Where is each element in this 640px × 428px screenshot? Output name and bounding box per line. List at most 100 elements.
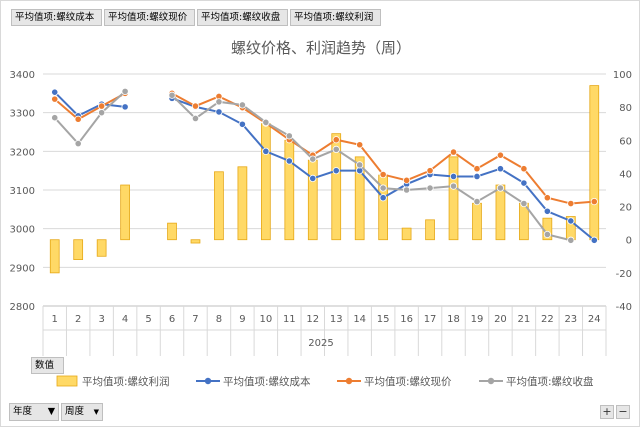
profit-bar <box>167 222 177 241</box>
y-left-tick-label: 3300 <box>10 109 35 120</box>
profit-bar <box>354 156 365 241</box>
close-line <box>53 90 126 146</box>
profit-bar <box>73 239 84 260</box>
close-point <box>496 184 505 192</box>
year-field-button[interactable]: 年度 ▼ <box>9 403 59 421</box>
y-left-tick-label: 2900 <box>10 263 35 274</box>
y-right-tick-label: -20 <box>616 269 632 280</box>
close-line <box>171 94 572 242</box>
close-point <box>567 236 575 244</box>
profit-bar <box>49 239 60 274</box>
x-tick-label: 22 <box>541 314 554 325</box>
x-tick-label: 16 <box>400 314 413 325</box>
collapse-button[interactable]: − <box>616 405 630 419</box>
legend-swatch-marker <box>204 377 212 385</box>
cost-point <box>332 167 340 175</box>
x-group-label: 2025 <box>308 338 333 349</box>
right-axis-ticks: -40 -20 0 20 40 60 80 100 <box>613 70 632 313</box>
cost-point <box>309 174 317 182</box>
dropdown-icon[interactable]: ▼ <box>93 408 99 416</box>
profit-bar <box>448 156 459 241</box>
x-tick-label: 4 <box>122 314 128 325</box>
close-point <box>379 184 387 192</box>
profit-bars <box>49 85 600 274</box>
profit-bar <box>495 184 506 241</box>
cost-point <box>262 147 270 155</box>
price-point <box>74 115 82 123</box>
legend-label: 平均值项:螺纹收盘 <box>506 375 594 388</box>
y-right-tick-label: 40 <box>619 169 632 180</box>
x-tick-label: 7 <box>192 314 198 325</box>
close-point <box>285 132 293 140</box>
close-point <box>51 114 59 122</box>
profit-bar <box>307 159 318 241</box>
x-tick-label: 17 <box>424 314 437 325</box>
cost-point <box>473 172 481 181</box>
x-tick-label: 10 <box>259 314 272 325</box>
cost-point <box>285 157 293 165</box>
y-left-tick-label: 3200 <box>10 147 35 158</box>
cost-point <box>51 88 59 96</box>
price-point <box>51 95 59 103</box>
y-left-tick-label: 3100 <box>10 186 35 197</box>
profit-bar <box>331 133 342 241</box>
x-tick-label: 11 <box>283 314 296 325</box>
cost-point <box>238 120 246 128</box>
filter-button-price[interactable]: 平均值项:螺纹现价 <box>104 9 195 26</box>
cost-point <box>543 207 551 215</box>
close-point <box>520 199 528 208</box>
profit-bar <box>589 85 600 241</box>
price-point <box>520 165 528 173</box>
cost-point <box>449 172 458 181</box>
x-tick-label: 5 <box>145 314 151 325</box>
expand-button[interactable]: + <box>600 405 614 419</box>
x-tick-label: 14 <box>353 314 366 325</box>
price-point <box>356 141 364 149</box>
filter-button-close[interactable]: 平均值项:螺纹收盘 <box>197 9 288 26</box>
legend-swatch-profit <box>56 375 78 387</box>
x-tick-label: 12 <box>306 314 319 325</box>
filter-funnel-icon[interactable]: ▼ <box>47 406 55 417</box>
profit-bar <box>214 171 224 241</box>
cost-point <box>567 217 575 225</box>
legend: 平均值项:螺纹利润 平均值项:螺纹成本 平均值项:螺纹现价 平均值项:螺纹收盘 <box>56 375 594 388</box>
x-tick-label: 23 <box>564 314 577 325</box>
profit-bar <box>190 239 201 244</box>
price-point <box>543 194 551 202</box>
x-tick-label: 1 <box>52 314 58 325</box>
x-tick-label: 18 <box>447 314 460 325</box>
close-point <box>543 230 551 239</box>
close-point <box>168 91 176 99</box>
week-field-button[interactable]: 周度 ▼ <box>61 403 103 421</box>
close-point <box>332 145 340 153</box>
price-point <box>567 199 575 208</box>
x-tick-label: 9 <box>239 314 245 325</box>
close-point <box>238 101 246 109</box>
x-tick-label: 6 <box>169 314 175 325</box>
x-tick-label: 13 <box>330 314 343 325</box>
price-point <box>473 165 481 173</box>
x-tick-label: 21 <box>518 314 531 325</box>
filter-button-cost[interactable]: 平均值项:螺纹成本 <box>11 9 102 26</box>
x-tick-label: 3 <box>98 314 104 325</box>
week-field-label: 周度 <box>65 406 85 417</box>
close-point <box>98 109 106 117</box>
x-tick-label: 20 <box>494 314 507 325</box>
y-right-tick-label: 100 <box>613 70 632 81</box>
legend-swatch-marker <box>345 377 353 385</box>
legend-label: 平均值项:螺纹现价 <box>364 375 452 388</box>
cost-point <box>520 179 528 187</box>
legend-swatch-marker <box>487 377 495 385</box>
values-button[interactable]: 数值 <box>31 357 64 374</box>
x-tick-label: 19 <box>471 314 484 325</box>
legend-label: 平均值项:螺纹利润 <box>82 375 170 388</box>
close-point <box>473 198 481 206</box>
close-point <box>309 155 317 163</box>
price-series <box>51 89 598 208</box>
y-right-tick-label: 20 <box>619 203 632 214</box>
price-point <box>379 170 387 179</box>
price-point <box>590 198 598 206</box>
x-tick-label: 15 <box>377 314 390 325</box>
filter-button-profit[interactable]: 平均值项:螺纹利润 <box>290 9 381 26</box>
y-right-tick-label: 80 <box>619 103 632 114</box>
